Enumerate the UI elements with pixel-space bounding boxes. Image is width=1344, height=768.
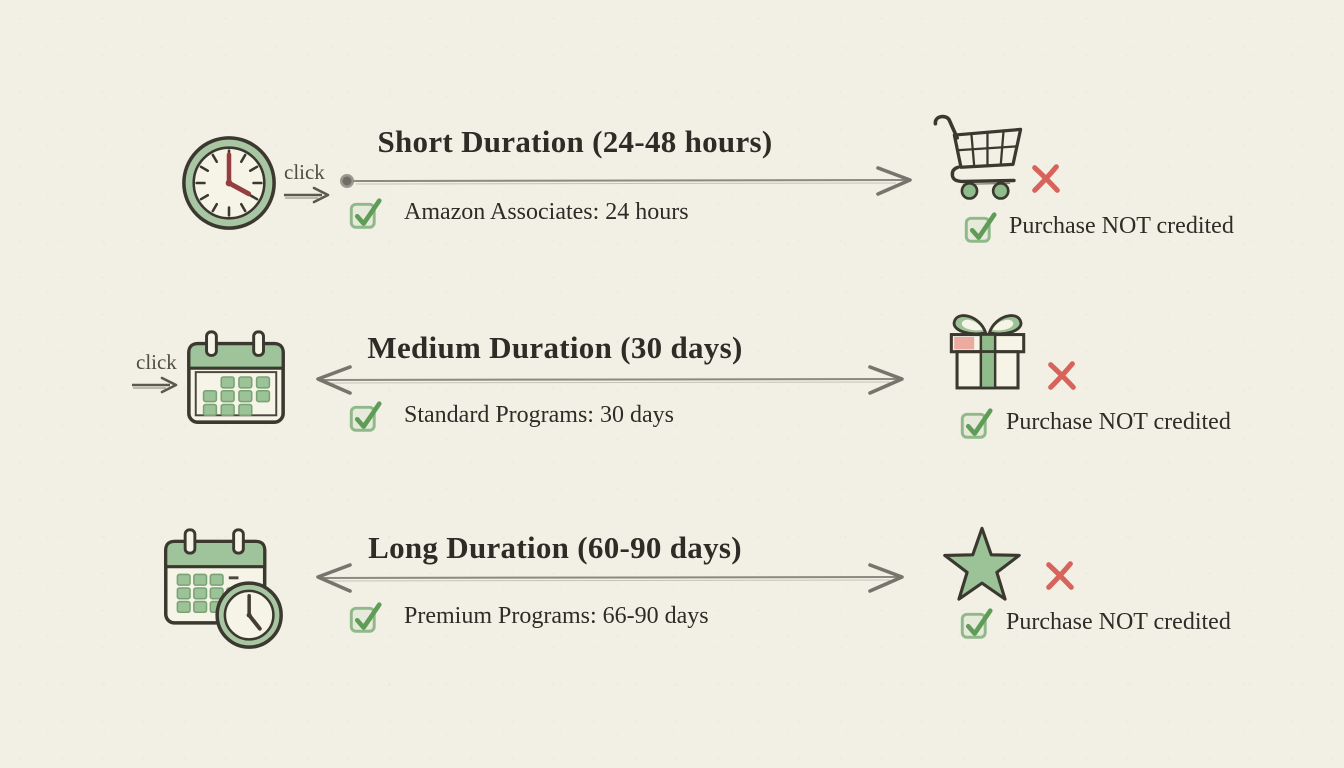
- click-arrow-icon: [282, 186, 334, 204]
- star-icon: [934, 524, 1030, 604]
- checkbox-icon: [349, 197, 382, 230]
- timeline-arrow: [336, 166, 922, 196]
- timeline-arrow: [306, 365, 914, 395]
- click-label: click: [136, 350, 177, 374]
- click-label: click: [284, 160, 325, 184]
- row-title-long: Long Duration (60-90 days): [368, 530, 742, 565]
- checkbox-icon: [964, 211, 997, 244]
- checkbox-icon: [349, 400, 382, 433]
- result-label: Purchase NOT credited: [1006, 609, 1231, 635]
- gift-icon: [938, 306, 1038, 406]
- calendar-icon: [182, 327, 290, 429]
- checkbox-icon: [960, 607, 993, 640]
- calendar-clock-icon: [158, 525, 286, 651]
- timeline-arrow: [306, 563, 914, 593]
- checkbox-icon: [960, 407, 993, 440]
- result-label: Purchase NOT credited: [1009, 213, 1234, 239]
- red-x-icon: [1046, 360, 1078, 392]
- shopping-cart-icon: [925, 106, 1031, 202]
- red-x-icon: [1044, 560, 1076, 592]
- program-detail: Premium Programs: 66-90 days: [404, 603, 709, 629]
- red-x-icon: [1030, 163, 1062, 195]
- checkbox-icon: [349, 601, 382, 634]
- result-label: Purchase NOT credited: [1006, 409, 1231, 435]
- program-detail: Amazon Associates: 24 hours: [404, 199, 689, 225]
- row-title-medium: Medium Duration (30 days): [367, 330, 743, 365]
- row-title-short: Short Duration (24-48 hours): [377, 124, 773, 159]
- program-detail: Standard Programs: 30 days: [404, 402, 674, 428]
- clock-icon: [178, 132, 280, 234]
- click-arrow-icon: [130, 376, 182, 394]
